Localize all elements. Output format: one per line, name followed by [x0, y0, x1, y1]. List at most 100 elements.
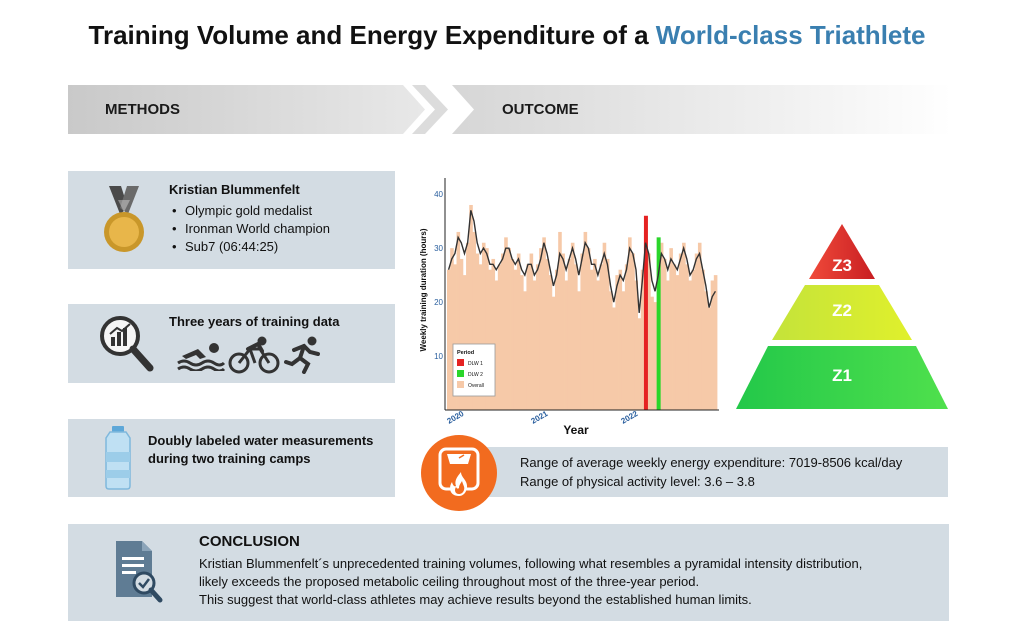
overall-bar	[628, 237, 632, 410]
overall-bar	[504, 237, 508, 410]
pyramid-label-z2: Z2	[832, 301, 852, 320]
training-card: Three years of training data	[68, 304, 395, 383]
overall-bar	[466, 242, 470, 410]
overall-bar	[523, 291, 527, 410]
overall-bar	[589, 269, 594, 410]
overall-bar	[542, 237, 546, 410]
dlw-card: Doubly labeled water measurements during…	[68, 419, 395, 497]
overall-bar	[516, 253, 521, 410]
overall-bar	[564, 280, 569, 410]
training-duration-chart: 10 20 30 40 2020 2021 2022 Weekly training du…	[419, 178, 719, 437]
title-highlight: World-class Triathlete	[655, 20, 926, 50]
overall-bar	[481, 242, 486, 410]
title-main: Training Volume and Energy Expenditure o…	[88, 20, 656, 50]
overall-bar	[535, 264, 540, 410]
athlete-text: Kristian Blummenfelt Olympic gold medali…	[169, 181, 330, 256]
legend-swatch-dlw2	[457, 370, 464, 377]
overall-bar	[640, 269, 645, 410]
energy-line1: Range of average weekly energy expenditu…	[520, 455, 903, 470]
overall-bar	[539, 248, 543, 410]
overall-bar	[462, 275, 467, 410]
overall-bar	[567, 258, 572, 410]
x-ticks: 2020 2021 2022	[446, 409, 640, 426]
overall-bar	[532, 280, 537, 410]
overall-bar	[669, 248, 673, 410]
overall-bar	[631, 253, 635, 410]
methods-label: METHODS	[105, 101, 180, 118]
overall-bar	[447, 269, 451, 410]
overall-bar	[691, 269, 696, 410]
overall-bar	[602, 242, 607, 410]
energy-line2: Range of physical activity level: 3.6 – …	[520, 474, 755, 489]
overall-bar	[688, 280, 692, 410]
overall-bar	[637, 318, 642, 410]
overall-bar	[574, 264, 578, 410]
y-axis-label: Weekly training duration (hours)	[419, 228, 428, 351]
outcome-label: OUTCOME	[502, 101, 579, 118]
overall-bar	[478, 264, 483, 410]
overall-bar	[529, 253, 534, 410]
overall-bar	[615, 275, 619, 410]
analytics-magnifier-icon	[100, 316, 154, 372]
overall-bar	[507, 248, 511, 410]
gold-medal-icon	[104, 186, 144, 252]
dlw1-bar	[643, 215, 648, 410]
overall-bar	[497, 264, 502, 410]
overall-bar	[678, 253, 683, 410]
overall-bar	[475, 253, 480, 410]
overall-bar	[596, 280, 600, 410]
achievement-item: Sub7 (06:44:25)	[169, 238, 330, 256]
athlete-name: Kristian Blummenfelt	[169, 182, 300, 197]
dlw-line2: during two training camps	[148, 451, 311, 466]
overall-bar	[685, 264, 689, 410]
overall-bar	[472, 231, 476, 410]
pyramid-z3	[809, 224, 875, 279]
x-tick-label: 2020	[446, 409, 466, 426]
pyramid-label-z1: Z1	[832, 366, 852, 385]
overall-bar	[548, 275, 553, 410]
overall-bar	[570, 242, 575, 410]
overall-bar	[682, 242, 686, 410]
water-bottle-icon	[105, 426, 131, 490]
scale-flame-icon	[421, 435, 497, 511]
methods-banner: METHODS	[68, 85, 448, 134]
dlw-text: Doubly labeled water measurements during…	[148, 432, 373, 468]
document-search-icon	[116, 541, 163, 603]
achievement-item: Ironman World champion	[169, 220, 330, 238]
legend-swatch-overall	[457, 381, 464, 388]
dlw-line1: Doubly labeled water measurements	[148, 433, 374, 448]
pyramid-label-z3: Z3	[832, 256, 852, 275]
achievement-item: Olympic gold medalist	[169, 202, 330, 220]
overall-bar	[586, 248, 591, 410]
overall-bar	[609, 291, 613, 410]
energy-card: Range of average weekly energy expenditu…	[445, 447, 948, 497]
overall-bar	[558, 231, 562, 410]
overall-bar	[701, 269, 705, 410]
conclusion-card: CONCLUSION Kristian Blummenfelt´s unprec…	[68, 524, 949, 621]
y-tick-label: 40	[434, 190, 443, 199]
overall-bar	[488, 269, 492, 410]
y-tick-label: 20	[434, 298, 443, 307]
overall-bar	[593, 258, 597, 410]
page-title: Training Volume and Energy Expenditure o…	[0, 20, 1014, 51]
y-ticks: 10 20 30 40	[434, 190, 443, 361]
overall-bar	[605, 258, 610, 410]
overall-bar	[485, 248, 489, 410]
overall-bar	[618, 269, 623, 410]
intensity-pyramid	[736, 224, 948, 409]
athlete-card: Kristian Blummenfelt Olympic gold medali…	[68, 171, 395, 269]
overall-bar	[555, 269, 559, 410]
overall-bar	[469, 204, 473, 410]
overall-bar	[551, 296, 556, 410]
overall-bar	[450, 248, 454, 410]
overall-bar	[675, 275, 680, 410]
x-axis-label: Year	[563, 423, 589, 437]
overall-bar	[621, 291, 626, 410]
trend-line	[447, 210, 717, 313]
overall-bar	[707, 307, 712, 410]
x-tick-label: 2021	[530, 409, 550, 426]
legend-swatch-dlw1	[457, 359, 464, 366]
overall-bar	[491, 258, 496, 410]
run-icon	[284, 336, 320, 374]
overall-bar	[577, 291, 581, 410]
